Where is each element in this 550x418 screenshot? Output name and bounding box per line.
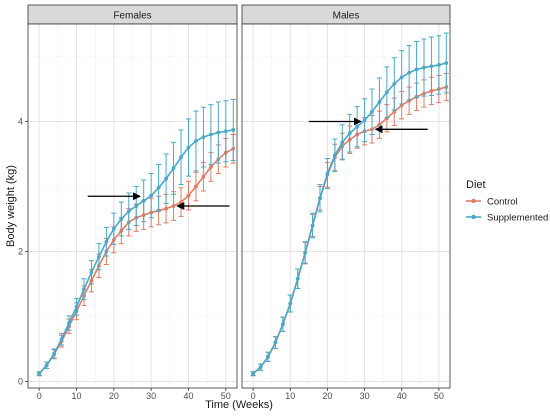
data-point-supplemented — [52, 351, 57, 356]
data-point-supplemented — [44, 363, 49, 368]
data-point-supplemented — [82, 287, 86, 292]
data-point-supplemented — [179, 155, 183, 160]
data-point-supplemented — [266, 354, 270, 359]
data-point-supplemented — [318, 196, 322, 201]
x-tick-label: 10 — [285, 391, 295, 401]
x-tick-label: 50 — [221, 391, 231, 401]
data-point-supplemented — [362, 118, 367, 123]
x-tick-label: 30 — [360, 391, 370, 401]
data-point-supplemented — [399, 75, 404, 80]
data-point-supplemented — [231, 128, 236, 132]
data-point-supplemented — [126, 209, 131, 214]
data-point-supplemented — [429, 64, 434, 69]
data-point-supplemented — [223, 129, 228, 134]
y-tick-label: 2 — [18, 247, 23, 257]
legend-key-point-control — [471, 198, 476, 204]
data-point-supplemented — [97, 254, 101, 259]
x-tick-label: 0 — [37, 391, 42, 401]
data-point-control — [208, 165, 213, 169]
data-point-supplemented — [149, 193, 154, 198]
data-point-supplemented — [384, 90, 389, 95]
data-point-supplemented — [59, 337, 64, 342]
data-point-supplemented — [111, 226, 116, 231]
data-point-supplemented — [186, 145, 191, 150]
data-point-control — [186, 193, 191, 198]
legend-label-supplemented: Supplemented — [487, 213, 548, 224]
data-point-supplemented — [119, 217, 124, 221]
data-point-supplemented — [392, 81, 397, 86]
data-point-supplemented — [347, 131, 352, 136]
data-point-supplemented — [134, 204, 139, 208]
data-point-control — [194, 184, 198, 189]
y-tick-label: 4 — [18, 117, 23, 127]
x-tick-label: 30 — [146, 391, 156, 401]
data-point-supplemented — [216, 130, 221, 135]
data-point-supplemented — [89, 270, 94, 275]
data-point-supplemented — [273, 340, 278, 345]
x-tick-label: 40 — [183, 391, 193, 401]
data-point-control — [392, 109, 397, 114]
data-point-supplemented — [422, 65, 426, 70]
data-point-supplemented — [340, 140, 345, 145]
data-point-supplemented — [436, 63, 441, 67]
data-point-supplemented — [208, 132, 213, 137]
data-point-supplemented — [370, 109, 374, 114]
data-point-supplemented — [414, 67, 419, 72]
x-tick-label: 0 — [251, 391, 256, 401]
data-point-supplemented — [37, 371, 42, 376]
data-point-supplemented — [377, 100, 382, 104]
x-axis-title: Time (Weeks) — [205, 399, 273, 411]
data-point-supplemented — [171, 166, 176, 171]
data-point-supplemented — [258, 365, 263, 370]
legend-label-control: Control — [487, 197, 518, 208]
data-point-supplemented — [164, 176, 168, 181]
data-point-supplemented — [310, 223, 315, 228]
data-point-control — [164, 206, 168, 211]
data-point-supplemented — [325, 171, 330, 176]
y-tick-label: 0 — [18, 377, 23, 387]
data-point-supplemented — [407, 70, 412, 75]
data-point-supplemented — [156, 185, 161, 190]
data-point-supplemented — [332, 153, 337, 158]
facet-label-females: Females — [113, 11, 151, 22]
panel-border-males — [241, 23, 451, 389]
legend-key-point-supplemented — [471, 214, 476, 220]
x-tick-label: 20 — [322, 391, 332, 401]
x-tick-label: 40 — [397, 391, 407, 401]
data-point-supplemented — [74, 304, 79, 309]
x-tick-label: 50 — [434, 391, 444, 401]
data-point-supplemented — [295, 276, 300, 281]
data-point-supplemented — [444, 61, 449, 65]
y-axis-title: Body weight (kg) — [5, 165, 17, 247]
data-point-supplemented — [104, 239, 109, 244]
data-point-supplemented — [280, 322, 285, 327]
x-tick-label: 20 — [109, 391, 119, 401]
data-point-control — [179, 200, 183, 205]
facet-label-males: Males — [333, 11, 360, 22]
data-point-control — [171, 204, 176, 208]
panel-border-females — [27, 23, 238, 389]
data-point-supplemented — [67, 321, 71, 325]
data-point-supplemented — [194, 139, 198, 143]
data-point-control — [201, 174, 206, 179]
data-point-supplemented — [251, 371, 256, 376]
data-point-supplemented — [288, 301, 293, 306]
legend-title: Diet — [466, 179, 486, 191]
data-point-supplemented — [355, 124, 360, 129]
data-point-supplemented — [141, 198, 146, 203]
x-tick-label: 10 — [72, 391, 82, 401]
data-point-supplemented — [303, 250, 308, 255]
data-point-supplemented — [201, 135, 206, 140]
